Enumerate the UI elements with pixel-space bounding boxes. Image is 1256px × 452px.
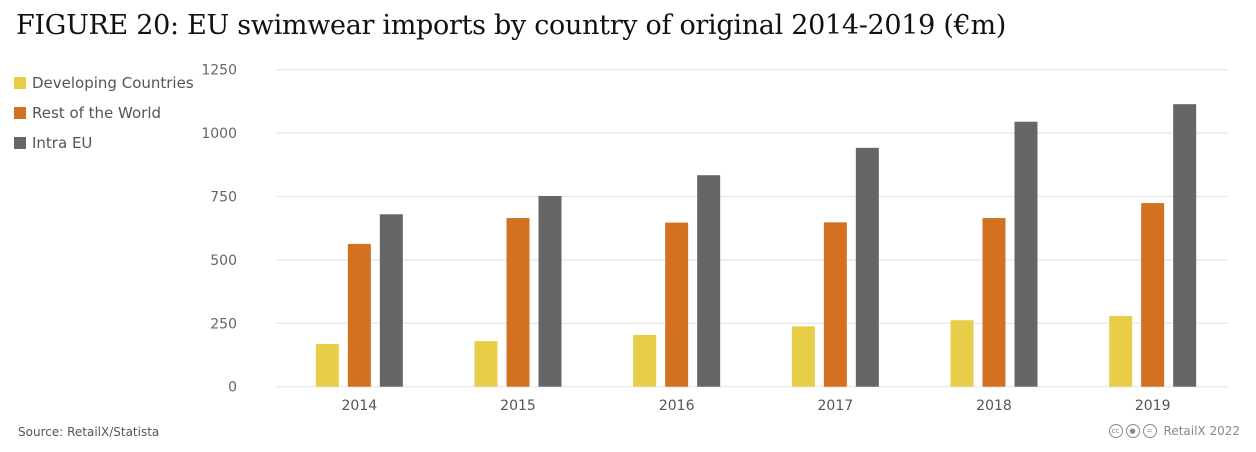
bar-rest-of-the-world	[506, 218, 530, 387]
bar-rest-of-the-world	[665, 222, 689, 387]
legend-label: Rest of the World	[32, 104, 162, 122]
x-tick-label: 2019	[1135, 398, 1171, 414]
x-tick-label: 2015	[500, 398, 536, 414]
bar-rest-of-the-world	[823, 222, 847, 387]
legend-label: Developing Countries	[32, 74, 194, 92]
legend: Developing Countries Rest of the World I…	[14, 68, 194, 158]
bar-intra-eu	[538, 195, 562, 387]
bar-intra-eu	[379, 214, 403, 387]
bar-developing-countries	[315, 344, 339, 387]
cc-icon: cc	[1108, 424, 1123, 438]
bar-developing-countries	[791, 326, 815, 387]
x-tick-label: 2016	[659, 398, 695, 414]
chart-title: FIGURE 20: EU swimwear imports by countr…	[16, 10, 1006, 41]
bar-intra-eu	[1014, 121, 1038, 387]
nd-icon: =	[1142, 424, 1157, 438]
bar-developing-countries	[1109, 315, 1133, 387]
legend-item-rest-of-world: Rest of the World	[14, 98, 194, 128]
legend-item-developing: Developing Countries	[14, 68, 194, 98]
bar-intra-eu	[855, 147, 879, 387]
bar-intra-eu	[1173, 104, 1197, 387]
bar-developing-countries	[950, 320, 974, 387]
y-tick-label: 250	[210, 316, 237, 332]
by-icon: ●	[1125, 424, 1140, 438]
legend-swatch	[14, 107, 26, 119]
bar-rest-of-the-world	[982, 218, 1006, 387]
legend-label: Intra EU	[32, 134, 93, 152]
y-tick-label: 1000	[201, 126, 237, 142]
credit-text: RetailX 2022	[1163, 424, 1240, 438]
x-tick-label: 2017	[818, 398, 854, 414]
y-tick-label: 750	[210, 190, 237, 206]
legend-swatch	[14, 137, 26, 149]
x-tick-label: 2018	[976, 398, 1012, 414]
y-tick-label: 500	[210, 253, 237, 269]
source-note: Source: RetailX/Statista	[18, 425, 160, 439]
x-tick-label: 2014	[342, 398, 378, 414]
bar-intra-eu	[697, 175, 721, 387]
y-tick-label: 0	[228, 380, 237, 396]
bar-rest-of-the-world	[347, 243, 371, 387]
bar-developing-countries	[474, 341, 498, 387]
credit: cc ● = RetailX 2022	[1108, 424, 1240, 438]
legend-swatch	[14, 77, 26, 89]
bar-developing-countries	[633, 334, 657, 387]
legend-item-intra-eu: Intra EU	[14, 128, 194, 158]
bar-rest-of-the-world	[1141, 203, 1165, 387]
y-tick-label: 1250	[201, 63, 237, 79]
